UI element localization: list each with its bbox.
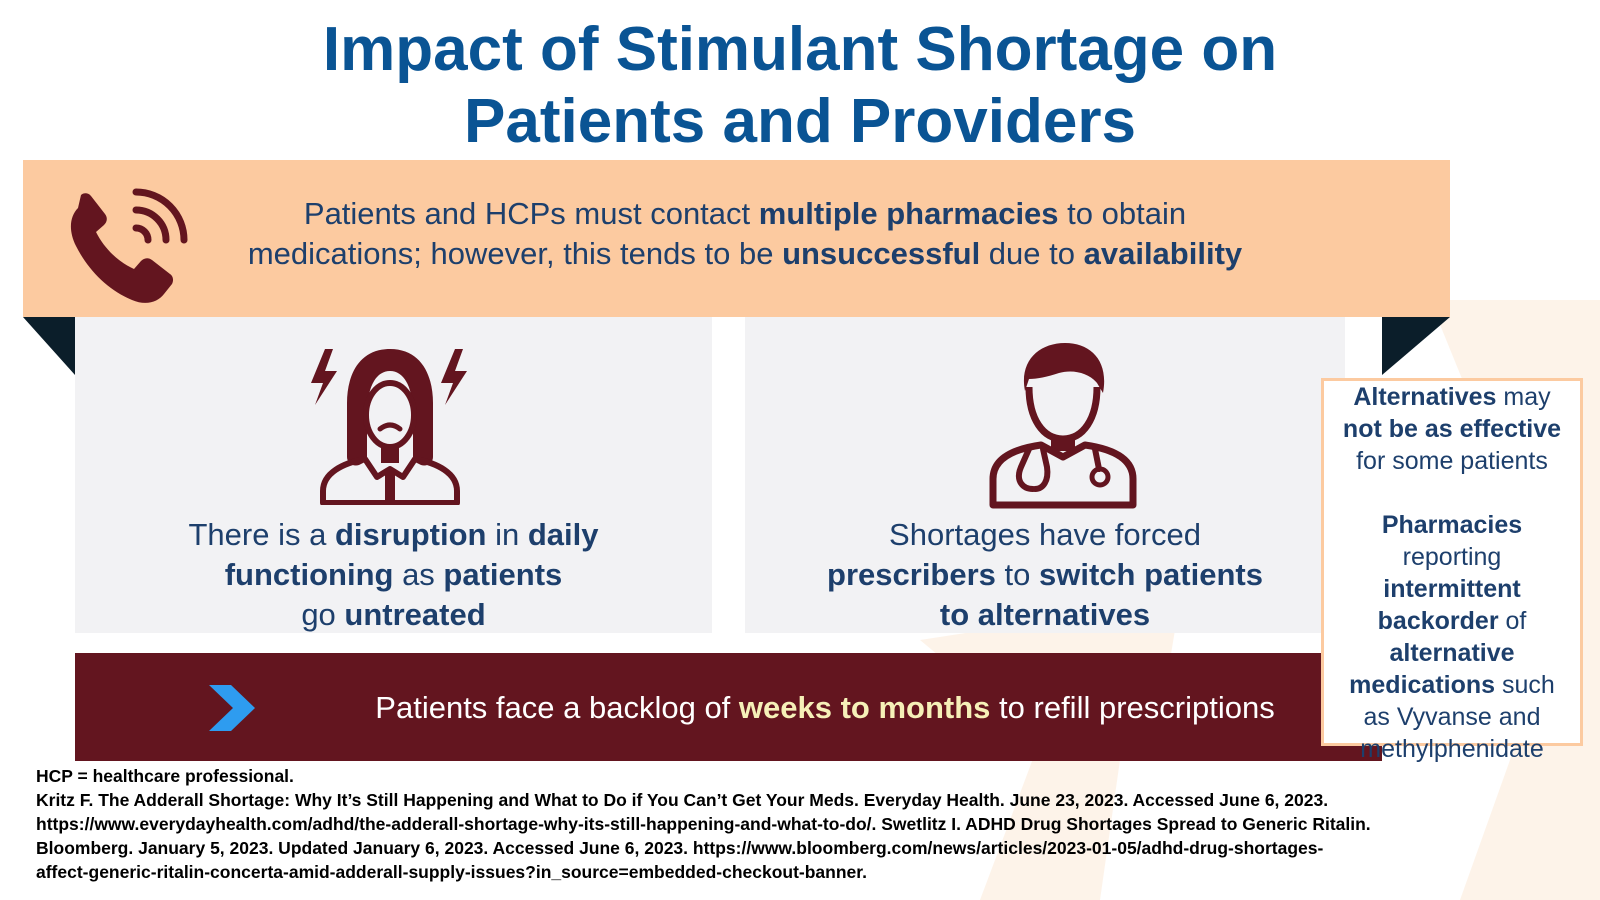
side-box-line-6: intermittent [1383, 575, 1521, 603]
side-box-line-7: backorder of [1377, 607, 1527, 635]
phone-ringing-icon [70, 188, 188, 303]
side-box-line-1: Alternatives may [1353, 383, 1551, 411]
title-line-1: Impact of Stimulant Shortage on [322, 15, 1278, 84]
side-box-line-8: alternative [1389, 639, 1515, 667]
doctor-stethoscope-icon [989, 343, 1137, 509]
right-panel-line-3: to alternatives [939, 597, 1151, 632]
right-panel: Shortages have forced prescribers to swi… [745, 317, 1345, 633]
left-panel: There is a disruption in daily functioni… [75, 317, 712, 633]
side-box-line-10: as Vyvanse and [1363, 703, 1541, 731]
page-title: Impact of Stimulant Shortage on Patients… [0, 14, 1600, 158]
left-panel-text: There is a disruption in daily functioni… [75, 515, 712, 635]
side-box-line-4: Pharmacies [1381, 511, 1523, 539]
side-box-line-9: medications such [1349, 671, 1555, 699]
banner-fold-right [1382, 317, 1450, 375]
side-box-line-3: for some patients [1356, 447, 1548, 475]
footnote-line-5: affect-generic-ritalin-concerta-amid-add… [36, 862, 867, 882]
footnote-references: HCP = healthcare professional. Kritz F. … [36, 764, 1576, 884]
right-panel-line-2: prescribers to switch patients [827, 557, 1263, 592]
bottom-banner-text: Patients face a backlog of weeks to mont… [375, 690, 1275, 725]
bottom-banner-highlight: weeks to months [738, 690, 991, 725]
left-panel-line-3: go untreated [301, 597, 486, 632]
footnote-line-4: Bloomberg. January 5, 2023. Updated Janu… [36, 838, 1324, 858]
stressed-woman-icon [311, 349, 467, 505]
banner-fold-left [23, 317, 75, 375]
top-banner-line-1: Patients and HCPs must contact multiple … [303, 196, 1187, 231]
right-panel-text: Shortages have forced prescribers to swi… [745, 515, 1345, 635]
chevron-right-icon [209, 685, 255, 731]
top-banner-text: Patients and HCPs must contact multiple … [200, 194, 1290, 274]
top-banner-line-2: medications; however, this tends to be u… [247, 236, 1243, 271]
left-panel-line-1: There is a disruption in daily [188, 517, 599, 552]
title-line-2: Patients and Providers [464, 87, 1136, 156]
left-panel-line-2: functioning as patients [224, 557, 563, 592]
footnote-line-1: HCP = healthcare professional. [36, 766, 294, 786]
right-panel-line-1: Shortages have forced [889, 517, 1201, 552]
side-box-line-5: reporting [1402, 543, 1502, 571]
side-box-line-11: methylphenidate [1360, 735, 1544, 763]
side-callout-box: Alternatives may not be as effective for… [1321, 378, 1583, 763]
side-box-line-2: not be as effective [1342, 415, 1562, 443]
footnote-line-2: Kritz F. The Adderall Shortage: Why It’s… [36, 790, 1329, 810]
bottom-banner: Patients face a backlog of weeks to mont… [75, 653, 1382, 761]
footnote-line-3: https://www.everydayhealth.com/adhd/the-… [36, 814, 1371, 834]
top-banner [23, 160, 1450, 317]
